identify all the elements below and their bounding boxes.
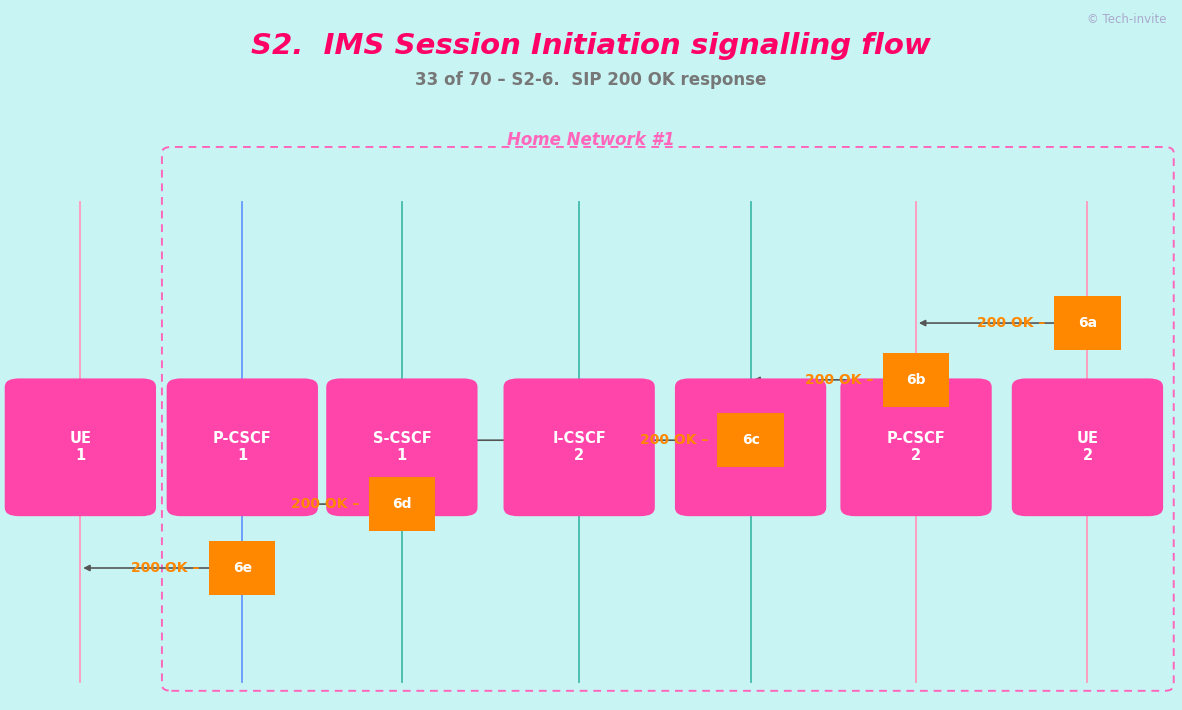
Text: S2.  IMS Session Initiation signalling flow: S2. IMS Session Initiation signalling fl…: [251, 32, 931, 60]
Text: 6d: 6d: [392, 497, 411, 511]
Text: Home Network #1: Home Network #1: [507, 131, 675, 149]
FancyBboxPatch shape: [326, 378, 478, 516]
Text: S-CSCF
1: S-CSCF 1: [372, 431, 431, 464]
Text: 200 OK –: 200 OK –: [639, 433, 708, 447]
Text: 200 OK –: 200 OK –: [976, 316, 1045, 330]
Text: 200 OK –: 200 OK –: [805, 373, 873, 387]
Text: © Tech-invite: © Tech-invite: [1087, 13, 1167, 26]
FancyBboxPatch shape: [717, 413, 784, 467]
Text: 200 OK –: 200 OK –: [131, 561, 200, 575]
FancyBboxPatch shape: [1054, 296, 1121, 350]
FancyBboxPatch shape: [675, 378, 826, 516]
FancyBboxPatch shape: [167, 378, 318, 516]
Text: P-CSCF
1: P-CSCF 1: [213, 431, 272, 464]
Text: S-CSCF
2: S-CSCF 2: [721, 431, 780, 464]
Text: 6b: 6b: [907, 373, 926, 387]
Text: UE
2: UE 2: [1077, 431, 1098, 464]
Text: 6c: 6c: [741, 433, 760, 447]
Text: 33 of 70 – S2-6.  SIP 200 OK response: 33 of 70 – S2-6. SIP 200 OK response: [415, 70, 767, 89]
FancyBboxPatch shape: [840, 378, 992, 516]
Text: I-CSCF
2: I-CSCF 2: [552, 431, 606, 464]
FancyBboxPatch shape: [1012, 378, 1163, 516]
Text: 6e: 6e: [233, 561, 252, 575]
FancyBboxPatch shape: [209, 541, 275, 595]
FancyBboxPatch shape: [0, 0, 1182, 103]
Text: 200 OK –: 200 OK –: [291, 497, 359, 511]
Text: UE
1: UE 1: [70, 431, 91, 464]
FancyBboxPatch shape: [5, 378, 156, 516]
FancyBboxPatch shape: [369, 477, 435, 531]
FancyBboxPatch shape: [504, 378, 655, 516]
Text: P-CSCF
2: P-CSCF 2: [886, 431, 946, 464]
FancyBboxPatch shape: [883, 353, 949, 407]
Text: 6a: 6a: [1078, 316, 1097, 330]
